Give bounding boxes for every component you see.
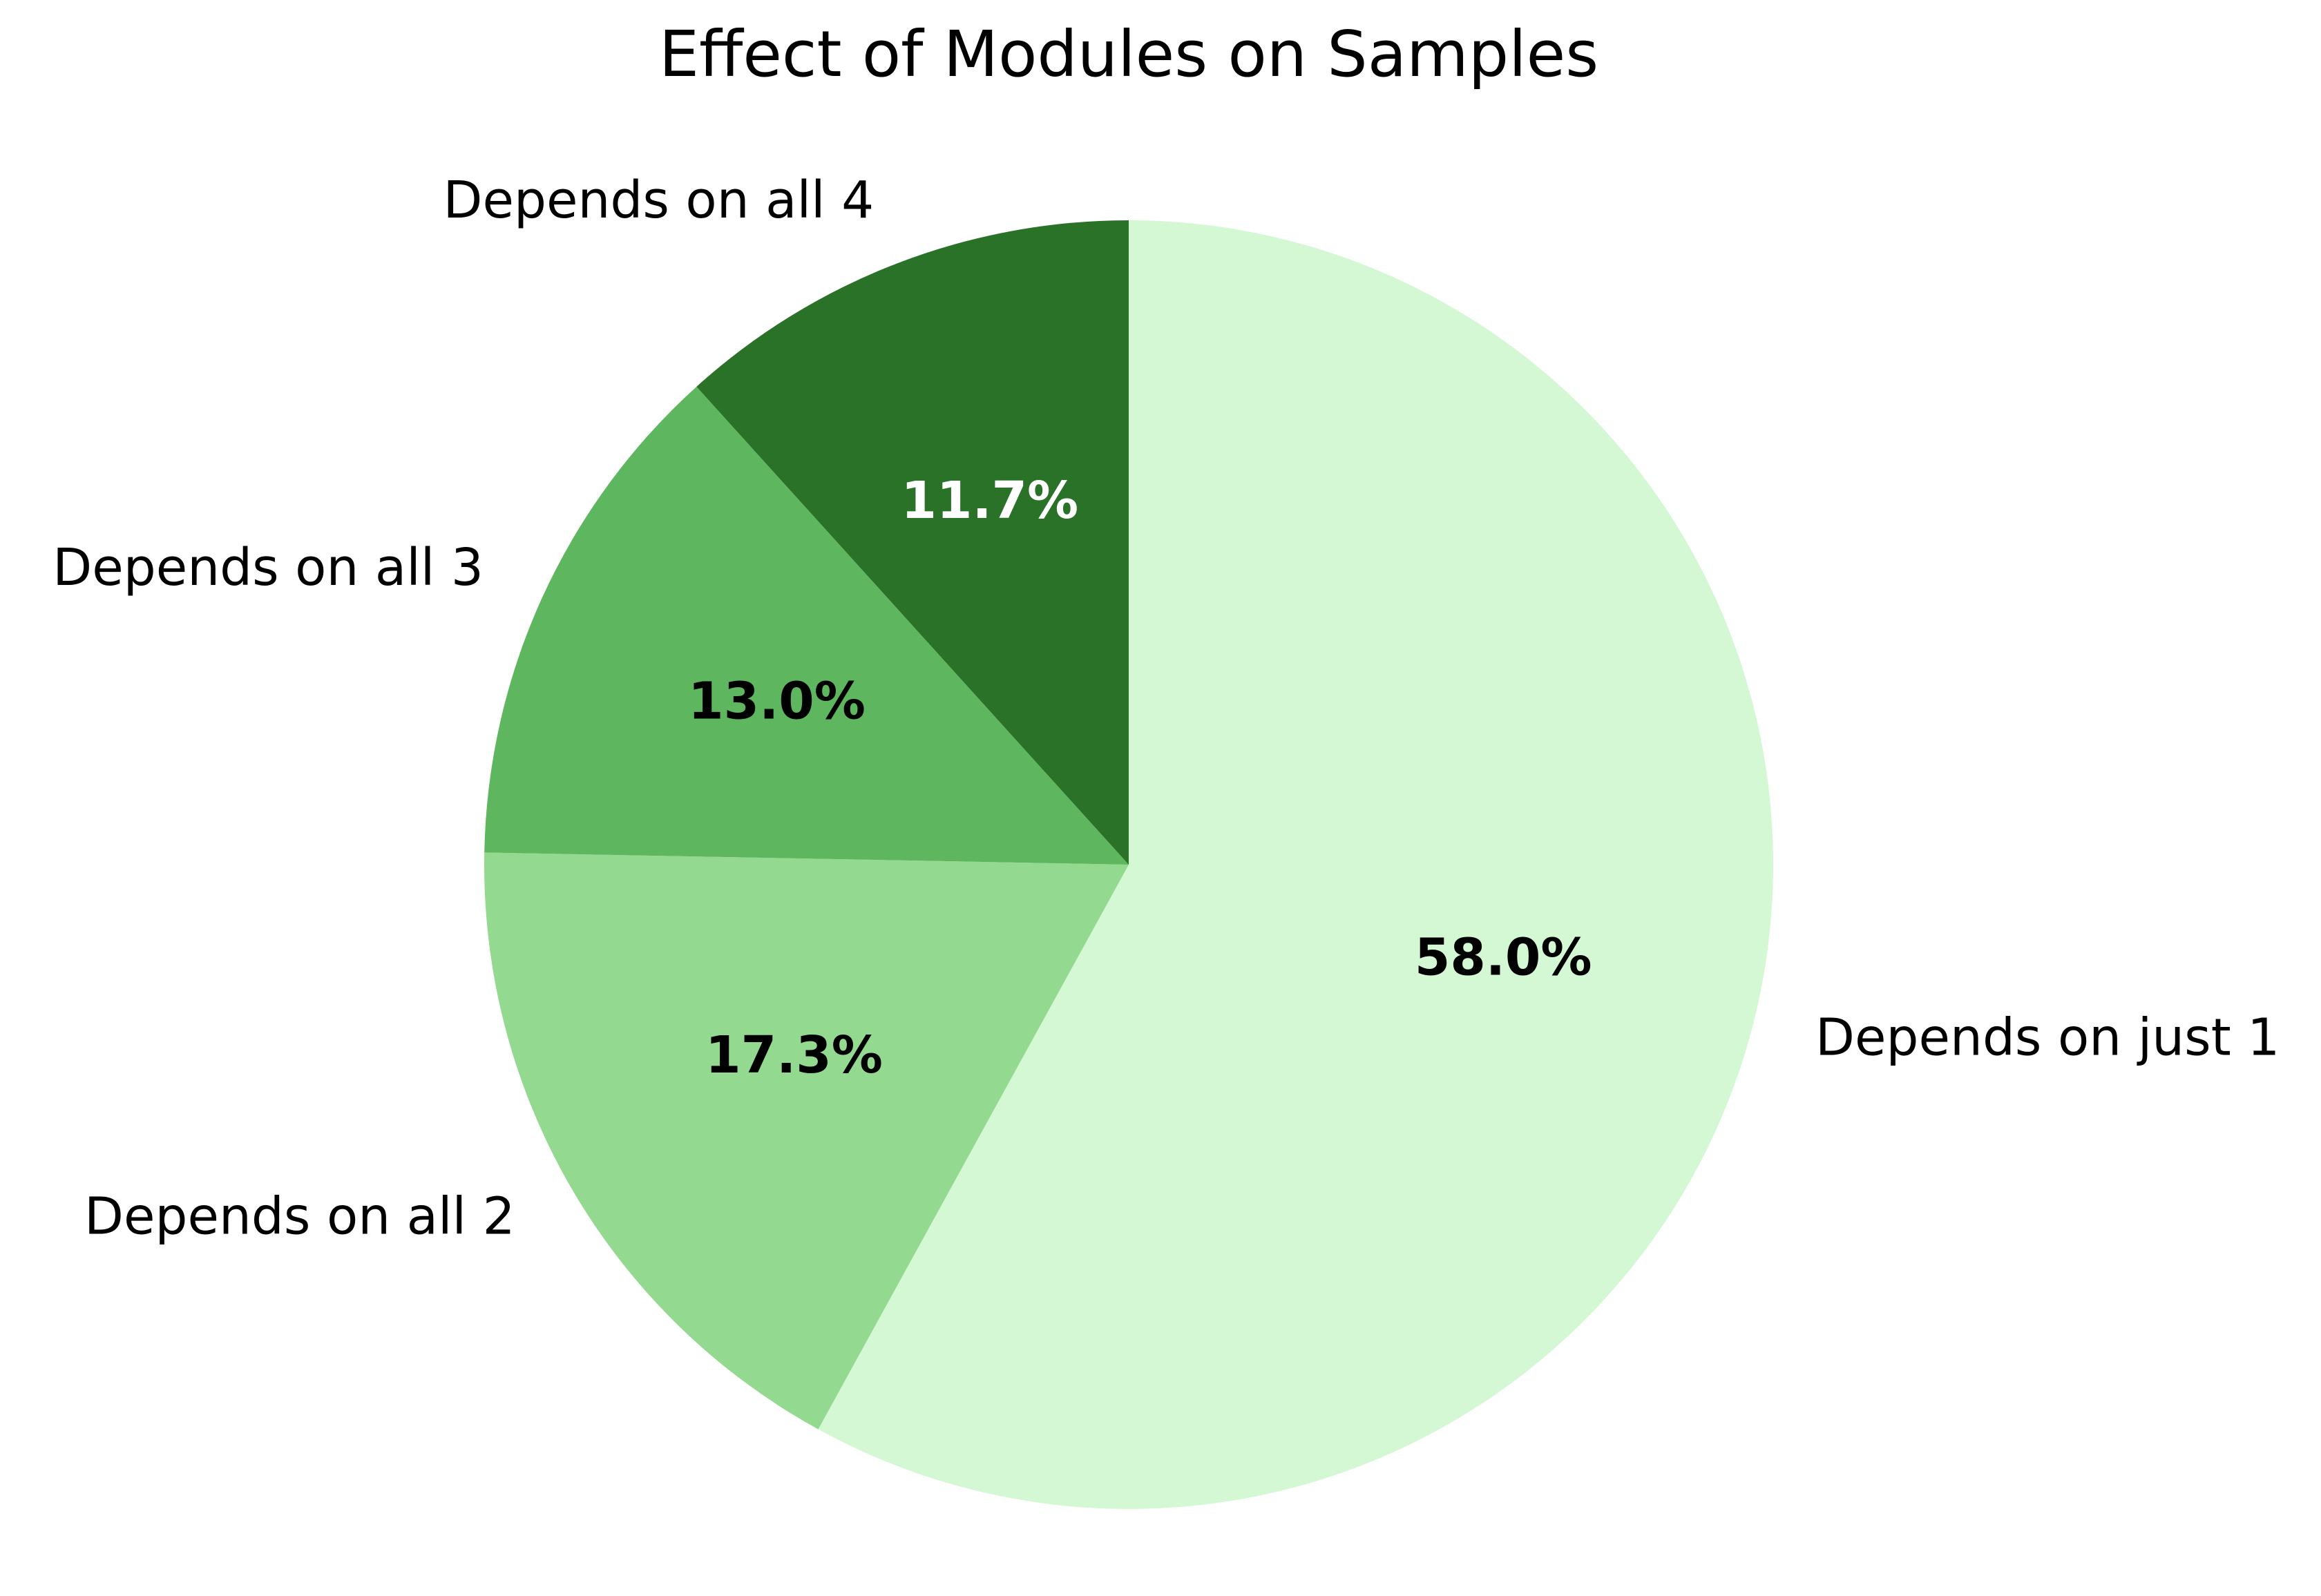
pie-slices: [484, 220, 1773, 1509]
chart-title: Effect of Modules on Samples: [659, 17, 1598, 91]
pie-slice-label: Depends on all 2: [84, 1187, 515, 1247]
pie-percent-labels: 58.0% 17.3% 13.0% 11.7%: [688, 471, 1592, 1085]
pie-percent-label: 11.7%: [901, 471, 1078, 530]
pie-slice-3: [484, 386, 1129, 865]
pie-percent-label: 58.0%: [1415, 928, 1592, 988]
pie-slice-labels: Depends on just 1 Depends on all 2 Depends…: [52, 171, 2280, 1247]
pie-slice-label: Depends on just 1: [1815, 1008, 2280, 1068]
pie-percent-label: 17.3%: [705, 1026, 883, 1085]
pie-slice-4: [696, 220, 1129, 865]
pie-slice-label: Depends on all 3: [52, 538, 484, 597]
pie-slice-label: Depends on all 4: [443, 171, 874, 230]
pie-slice-1: [818, 220, 1773, 1509]
pie-percent-label: 13.0%: [688, 672, 866, 731]
pie-slice-2: [484, 852, 1129, 1430]
